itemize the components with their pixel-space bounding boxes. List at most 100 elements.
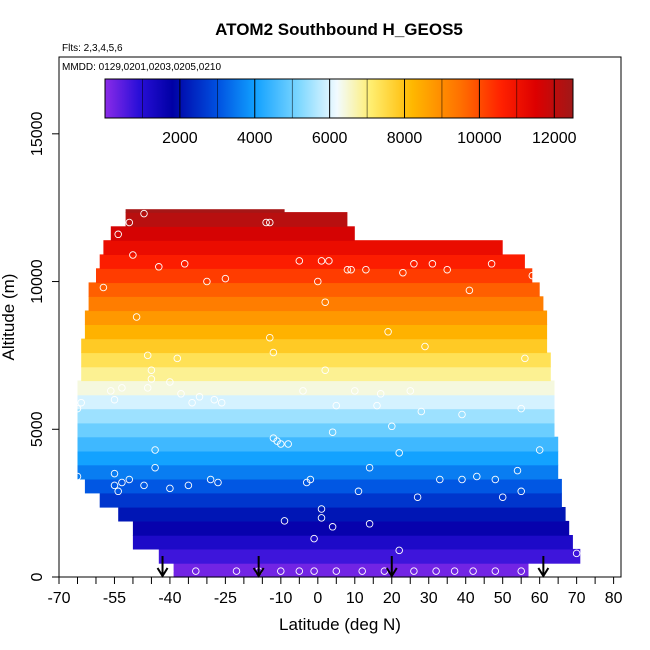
colorbar-tick-label: 12000 (532, 130, 577, 147)
curtain-band (77, 394, 555, 410)
flight-point (358, 567, 366, 575)
flight-point (110, 481, 119, 490)
x-tick-label: 80 (605, 590, 623, 607)
x-tick-label: -40 (158, 590, 181, 607)
flight-point (180, 260, 189, 268)
x-tick-label: 0 (313, 590, 322, 607)
curtain-band (96, 268, 533, 284)
flight-point (388, 422, 396, 431)
flight-point (129, 251, 137, 259)
flight-point (321, 366, 329, 374)
flight-point (306, 475, 315, 484)
flight-point (73, 404, 82, 413)
flight-point (173, 354, 182, 363)
y-axis: 0 5000 10000 15000 (29, 111, 59, 581)
flight-point (310, 534, 318, 543)
flight-point (295, 567, 304, 575)
curtain-band (99, 492, 562, 508)
profile-arrow (156, 556, 169, 578)
flight-point (203, 277, 211, 286)
curtain-band (77, 436, 559, 452)
flight-point (362, 265, 370, 274)
curtain-band (81, 338, 548, 354)
flight-point (99, 283, 108, 292)
flight-point (376, 390, 385, 398)
profile-arrow (537, 556, 550, 578)
flight-point (125, 475, 134, 484)
curtain-band (132, 535, 573, 550)
y-tick-label: 10000 (29, 259, 46, 304)
flight-point (210, 395, 219, 404)
flight-point (295, 257, 304, 265)
arrow-head (156, 567, 169, 578)
flight-point (528, 271, 537, 280)
flight-point (317, 257, 326, 265)
flight-point (421, 342, 429, 351)
flight-point (277, 440, 285, 448)
curtain-band (125, 212, 348, 227)
curtain-band (77, 464, 559, 480)
flight-point (214, 478, 222, 487)
flights-subtitle: Flts: 2,3,4,5,6 (62, 43, 123, 54)
profile-arrow (252, 556, 265, 578)
flight-point (284, 440, 292, 448)
x-tick-label: 50 (494, 590, 512, 607)
arrow-head (252, 567, 265, 578)
flight-point (221, 274, 230, 283)
flight-point (143, 384, 152, 392)
x-tick-label: 60 (531, 590, 549, 607)
profile-arrows (156, 556, 550, 578)
colorbar: 2000 4000 6000 8000 10000 12000 (104, 78, 577, 147)
curtain-band (88, 296, 544, 312)
curtain-band (173, 563, 529, 578)
colorbar-ticks: 2000 4000 6000 8000 10000 12000 (142, 79, 577, 147)
flight-point (269, 348, 278, 357)
chart-title: ATOM2 Southbound H_GEOS5 (215, 20, 463, 39)
flight-point (450, 567, 459, 575)
flight-point (332, 567, 341, 575)
flight-point (469, 567, 477, 575)
flight-point (140, 481, 148, 490)
curtain-band (77, 408, 555, 424)
flight-point (140, 209, 148, 218)
flight-point (354, 487, 363, 496)
flight-point (436, 475, 444, 484)
flight-point (328, 428, 337, 436)
flight-point (118, 384, 126, 392)
colorbar-tick-label: 6000 (312, 130, 348, 147)
flight-point (317, 505, 326, 513)
flight-track-points (73, 209, 581, 575)
flight-point (365, 463, 374, 472)
flight-point (332, 401, 341, 410)
flight-point (262, 218, 270, 227)
x-tick-label: 20 (383, 590, 401, 607)
colorbar-tick-label: 4000 (237, 130, 273, 147)
flight-point (406, 387, 415, 395)
x-tick-label: -70 (47, 590, 70, 607)
flight-point (217, 398, 226, 407)
profile-arrow (385, 556, 398, 578)
curtain-band (158, 548, 581, 564)
flight-point (410, 260, 418, 268)
x-axis: -70 -55 -40 -25 -10 0 10 20 30 40 50 60 70 80 (47, 577, 623, 607)
flight-point (517, 487, 525, 496)
y-tick-label: 15000 (29, 111, 46, 156)
curtain-band (110, 226, 355, 241)
flight-point (491, 567, 500, 575)
flight-point (458, 410, 466, 419)
curtain-band (103, 240, 503, 255)
flight-point (132, 313, 141, 321)
flight-point (266, 218, 274, 227)
curtain-band (125, 209, 285, 213)
curtain-band (84, 310, 548, 325)
dates-subtitle: MMDD: 0129,0201,0203,0205,0210 (62, 62, 221, 73)
flight-point (365, 520, 374, 528)
flight-point (155, 263, 163, 271)
flight-point (487, 260, 496, 268)
flight-point (384, 328, 392, 336)
flight-point (114, 487, 122, 496)
flight-point (321, 298, 329, 306)
colorbar-gradient (104, 78, 574, 119)
x-tick-label: 40 (457, 590, 475, 607)
flight-point (517, 404, 525, 413)
